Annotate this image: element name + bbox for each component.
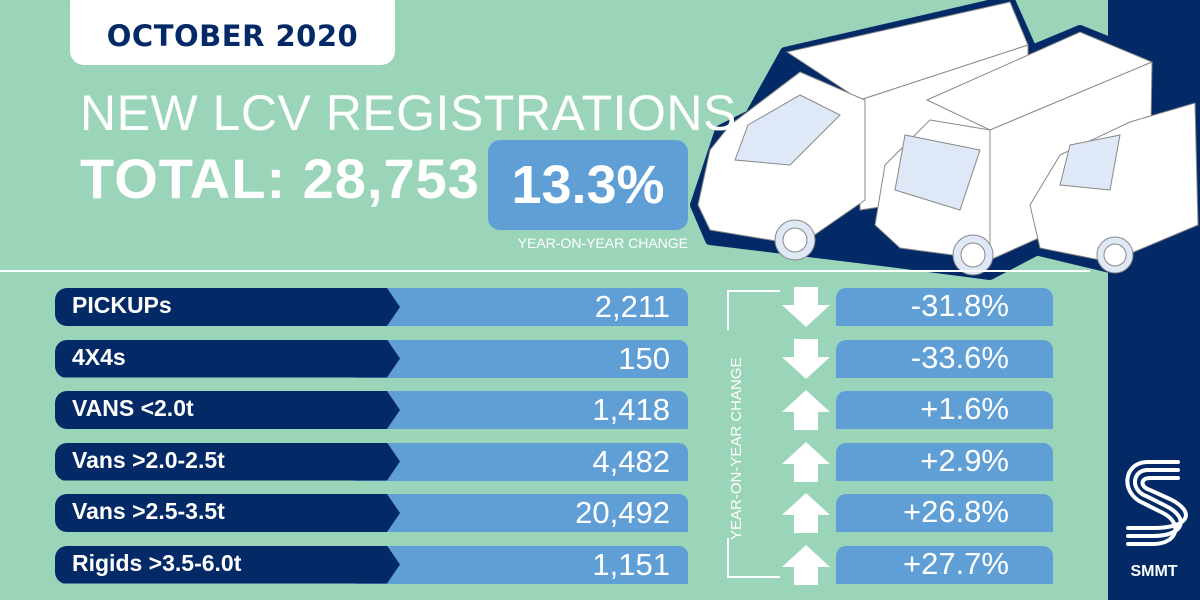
yoy-change-value: +27.7% xyxy=(902,545,1009,581)
category-label: PICKUPs xyxy=(72,292,172,318)
total-registrations: TOTAL: 28,753 xyxy=(80,147,480,210)
category-value: 1,418 xyxy=(592,392,670,427)
yoy-change-badge: +27.7% xyxy=(836,545,1053,584)
value-bar xyxy=(355,494,688,532)
label-bar xyxy=(55,339,400,378)
yoy-change-value: +1.6% xyxy=(920,391,1009,426)
category-value: 20,492 xyxy=(575,495,670,530)
value-bar xyxy=(355,442,688,481)
label-bar xyxy=(55,391,400,429)
category-label: Vans >2.0-2.5t xyxy=(72,446,225,473)
value-bar xyxy=(355,545,688,584)
divider xyxy=(0,270,1090,272)
date-badge: OCTOBER 2020 xyxy=(70,0,395,65)
category-label: 4X4s xyxy=(72,343,126,370)
yoy-change-badge: +26.8% xyxy=(836,494,1053,532)
arrow-up-icon xyxy=(782,441,830,482)
category-row: Rigids >3.5-6.0t 1,151 xyxy=(55,545,688,584)
yoy-side-label: YEAR-ON-YEAR CHANGE xyxy=(728,357,745,540)
label-bar xyxy=(55,442,400,481)
value-bar xyxy=(355,339,688,378)
yoy-change-value: +26.8% xyxy=(902,494,1009,529)
arrow-down-icon xyxy=(782,338,830,379)
value-bar xyxy=(355,288,688,326)
label-bar xyxy=(55,288,400,326)
yoy-change-badge: +2.9% xyxy=(836,442,1053,481)
category-row: 4X4s 150 xyxy=(55,339,688,378)
smmt-logo-icon xyxy=(1125,460,1188,546)
category-value: 4,482 xyxy=(592,443,670,479)
total-yoy-change: 13.3% xyxy=(488,140,688,230)
arrow-up-icon xyxy=(782,390,830,430)
yoy-change-badge: -31.8% xyxy=(836,288,1053,326)
category-value: 150 xyxy=(618,340,670,376)
page-title: NEW LCV REGISTRATIONS xyxy=(80,85,737,141)
category-label: Vans >2.5-3.5t xyxy=(72,498,225,524)
arrow-down-icon xyxy=(782,287,830,327)
total-yoy-label: YEAR-ON-YEAR CHANGE xyxy=(517,235,688,251)
category-label: VANS <2.0t xyxy=(72,395,194,421)
vehicles-illustration xyxy=(690,0,1200,280)
yoy-change-badge: +1.6% xyxy=(836,391,1053,429)
arrow-up-icon xyxy=(782,493,830,533)
value-bar xyxy=(355,391,688,429)
category-row: VANS <2.0t 1,418 xyxy=(55,391,688,429)
label-bar xyxy=(55,494,400,532)
brand-name: SMMT xyxy=(1130,563,1178,580)
arrow-up-icon xyxy=(782,544,830,585)
category-label: Rigids >3.5-6.0t xyxy=(72,549,242,576)
category-value: 1,151 xyxy=(592,546,670,582)
yoy-change-value: +2.9% xyxy=(920,442,1009,478)
yoy-change-value: -33.6% xyxy=(910,339,1009,375)
label-bar xyxy=(55,545,400,584)
category-row: Vans >2.0-2.5t 4,482 xyxy=(55,442,688,481)
category-row: PICKUPs 2,211 xyxy=(55,288,688,326)
yoy-change-badge: -33.6% xyxy=(836,339,1053,378)
category-row: Vans >2.5-3.5t 20,492 xyxy=(55,494,688,532)
yoy-bracket xyxy=(727,290,780,578)
category-value: 2,211 xyxy=(594,289,670,324)
yoy-change-value: -31.8% xyxy=(910,288,1009,323)
